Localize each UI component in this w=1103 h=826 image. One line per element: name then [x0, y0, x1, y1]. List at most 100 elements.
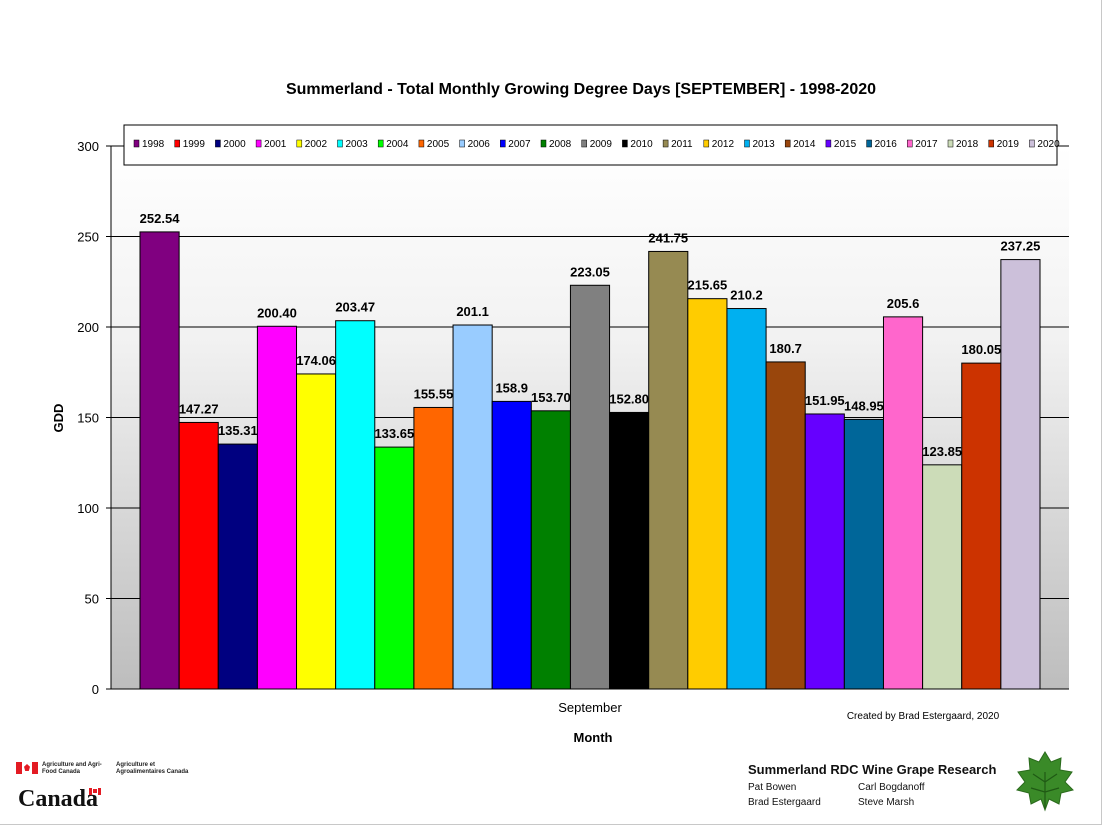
bar-2005	[413, 406, 454, 690]
gdd-bar-chart: Summerland - Total Monthly Growing Degre…	[51, 81, 1069, 745]
legend-swatch-2001	[255, 139, 262, 148]
data-label-2013: 210.2	[730, 288, 763, 303]
legend-swatch-2020	[1029, 139, 1035, 148]
bar-2003	[335, 320, 376, 690]
legend-label-2011: 2011	[671, 139, 693, 150]
legend-swatch-2014	[784, 139, 791, 148]
bar-2018	[922, 464, 963, 690]
canada-wordmark: Canada	[18, 786, 99, 812]
legend-label-1999: 1999	[183, 139, 206, 150]
data-label-2020: 237.25	[1001, 239, 1041, 254]
data-label-2000: 135.31	[218, 423, 258, 438]
bar-2000	[217, 443, 258, 690]
legend-swatch-2009	[581, 139, 587, 148]
legend-swatch-2019	[988, 139, 994, 148]
y-tick-label: 250	[77, 230, 99, 245]
data-label-2007: 158.9	[495, 380, 528, 395]
bar-2016	[843, 418, 884, 690]
y-tick-label: 300	[77, 139, 99, 154]
bar-2012	[687, 298, 728, 690]
data-labels: 252.54 147.27 135.31 200.40 174.06 203.47 133.…	[140, 211, 1041, 459]
agency-name-en: Agriculture and Agri-Food Canada	[42, 762, 102, 775]
legend-label-2017: 2017	[915, 139, 938, 150]
x-axis-label: Month	[574, 730, 613, 745]
legend-swatch-2006	[459, 139, 465, 148]
data-label-2008: 153.70	[531, 390, 571, 405]
legend-swatch-1998	[133, 139, 140, 148]
bar-2014	[765, 361, 806, 690]
bars	[139, 231, 1041, 690]
legend-label-2000: 2000	[223, 139, 246, 150]
bar-2017	[882, 316, 924, 690]
data-label-2014: 180.7	[769, 341, 802, 356]
chart-title: Summerland - Total Monthly Growing Degre…	[286, 81, 876, 98]
legend-label-2018: 2018	[956, 139, 979, 150]
legend-label-2009: 2009	[590, 139, 613, 150]
data-label-2003: 203.47	[335, 300, 375, 315]
bar-2004	[374, 446, 415, 690]
person-name: Steve Marsh	[858, 797, 915, 808]
legend-swatch-2004	[377, 139, 384, 148]
person-name: Pat Bowen	[748, 782, 797, 793]
legend-label-2003: 2003	[346, 139, 369, 150]
legend-swatch-2011	[662, 139, 669, 148]
legend-label-2020: 2020	[1037, 139, 1060, 150]
y-axis-label: GDD	[51, 404, 66, 433]
data-label-2016: 148.95	[844, 398, 884, 413]
bar-2019	[961, 362, 1002, 690]
legend-label-2015: 2015	[834, 139, 857, 150]
data-label-2015: 151.95	[805, 393, 845, 408]
legend-swatch-2010	[622, 139, 628, 148]
bar-2002	[296, 373, 337, 690]
agency-name-fr: Agriculture et Agroalimentaires Canada	[116, 762, 189, 775]
legend-box	[123, 124, 1058, 166]
legend-swatch-2012	[703, 139, 710, 148]
data-label-2001: 200.40	[257, 305, 297, 320]
legend-label-2014: 2014	[793, 139, 816, 150]
person-name: Carl Bogdanoff	[858, 782, 925, 793]
legend-label-2019: 2019	[997, 139, 1020, 150]
bar-2011	[648, 250, 689, 690]
data-label-2004: 133.65	[374, 426, 414, 441]
data-label-2019: 180.05	[961, 342, 1001, 357]
bar-2015	[804, 413, 845, 690]
legend-swatch-2015	[825, 139, 832, 148]
legend-label-2005: 2005	[427, 139, 450, 150]
legend-swatch-2005	[418, 139, 425, 148]
legend: 1998 1999 2000 2001 2002 2003 2004 2005 2006 2007…	[133, 139, 1060, 150]
legend-swatch-2008	[540, 139, 547, 148]
legend-swatch-1999	[174, 139, 180, 148]
wordmark-flag-icon	[89, 788, 101, 795]
legend-label-2016: 2016	[875, 139, 898, 150]
legend-swatch-2000	[215, 139, 221, 148]
legend-swatch-2003	[337, 139, 343, 148]
data-label-2010: 152.80	[609, 391, 649, 406]
data-label-2018: 123.85	[922, 444, 962, 459]
bar-2001	[256, 325, 298, 690]
bar-2020	[1000, 259, 1041, 690]
bar-2010	[609, 411, 650, 690]
person-name: Brad Estergaard	[748, 797, 821, 808]
legend-label-2001: 2001	[264, 139, 287, 150]
data-label-2009: 223.05	[570, 264, 610, 279]
legend-swatch-2002	[296, 139, 303, 148]
grape-leaf-icon	[1016, 751, 1074, 812]
data-label-2017: 205.6	[887, 296, 920, 311]
y-tick-label: 50	[85, 592, 99, 607]
legend-label-2012: 2012	[712, 139, 735, 150]
legend-label-2007: 2007	[508, 139, 531, 150]
legend-label-2002: 2002	[305, 139, 328, 150]
legend-label-2006: 2006	[468, 139, 491, 150]
legend-label-2008: 2008	[549, 139, 572, 150]
bar-1998	[139, 231, 180, 690]
legend-swatch-2017	[907, 139, 913, 148]
data-label-2002: 174.06	[296, 353, 336, 368]
legend-swatch-2016	[866, 139, 872, 148]
y-tick-label: 200	[77, 320, 99, 335]
bar-2008	[530, 410, 571, 690]
bar-2006	[452, 324, 493, 690]
x-category-label: September	[558, 700, 622, 715]
created-by-annotation: Created by Brad Estergaard, 2020	[847, 711, 1000, 722]
legend-swatch-2007	[500, 139, 506, 148]
